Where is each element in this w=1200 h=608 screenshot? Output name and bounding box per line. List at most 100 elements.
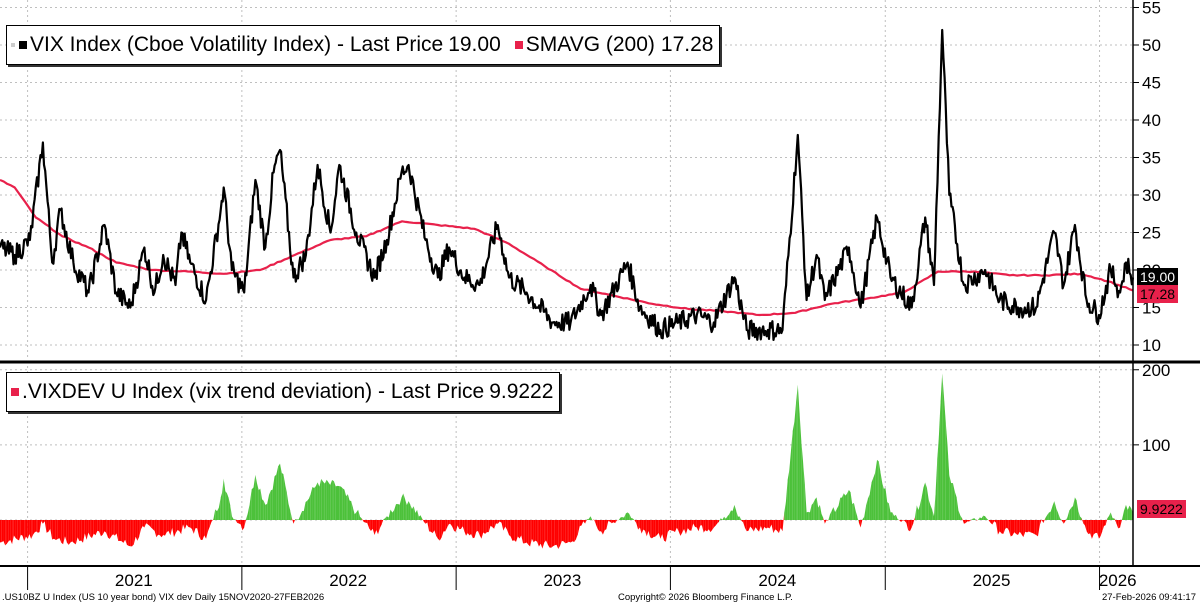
vixdev-area-positive-segment: [845, 493, 848, 520]
vixdev-area-negative-segment: [743, 519, 745, 528]
vixdev-area-positive-segment: [1048, 511, 1051, 520]
vixdev-area-negative-segment: [1007, 519, 1009, 531]
vixdev-area-positive-segment: [281, 472, 284, 520]
vixdev-area-negative-segment: [186, 519, 189, 528]
vixdev-area-positive-segment: [262, 499, 264, 520]
vixdev-area-positive-segment: [624, 513, 626, 520]
vixdev-area-positive-segment: [1123, 504, 1126, 520]
vixdev-area-negative-segment: [904, 519, 907, 524]
vixdev-area-negative-segment: [427, 519, 430, 532]
vixdev-area-positive-segment: [302, 510, 304, 520]
vixdev-area-negative-segment: [609, 519, 612, 524]
vixdev-area-negative-segment: [1021, 519, 1024, 538]
vixdev-area-negative-segment: [107, 519, 110, 539]
vixdev-area-positive-segment: [883, 488, 886, 520]
vixdev-area-positive-segment: [829, 510, 832, 520]
bottom-y-axis-ticks: 100 200: [1133, 361, 1170, 455]
vixdev-area-negative-segment: [494, 519, 496, 529]
vixdev-area-negative-segment: [79, 519, 82, 542]
vixdev-area-positive-segment: [415, 509, 418, 520]
vixdev-area-positive-segment: [960, 515, 963, 520]
vixdev-area-positive-segment: [833, 507, 836, 520]
vixdev-area-positive-segment: [342, 488, 345, 520]
vixdev-area-negative-segment: [242, 519, 245, 531]
vixdev-area-negative-segment: [501, 519, 504, 531]
vixdev-area-negative-segment: [906, 519, 909, 531]
vixdev-area-negative-segment: [636, 519, 639, 530]
vixdev-area-negative-segment: [519, 519, 522, 539]
vixdev-area-negative-segment: [495, 519, 498, 524]
vixdev-area-negative-segment: [680, 519, 683, 536]
vixdev-area-negative-segment: [34, 519, 37, 533]
vixdev-area-negative-segment: [114, 519, 117, 536]
footer-timestamp: 27-Feb-2026 09:41:17: [1101, 592, 1196, 603]
vixdev-area-negative-segment: [1023, 519, 1026, 538]
vixdev-area-negative-segment: [55, 519, 58, 540]
top-y-tick-label: 50: [1142, 36, 1161, 55]
vixdev-area-positive-segment: [925, 482, 927, 520]
vixdev-area-positive-segment: [718, 518, 721, 522]
vixdev-area-positive-segment: [852, 502, 854, 520]
vixdev-area-negative-segment: [581, 519, 584, 526]
vixdev-area-negative-segment: [601, 519, 603, 535]
vixdev-area-negative-segment: [130, 519, 133, 547]
vixdev-area-positive-segment: [918, 504, 921, 520]
vix-last-value-marker: 19.00: [1137, 267, 1179, 286]
vixdev-area-negative-segment: [54, 519, 56, 540]
vixdev-area-negative-segment: [1083, 519, 1085, 526]
vixdev-area-positive-segment: [1073, 497, 1075, 520]
vixdev-area-positive-segment: [255, 474, 258, 520]
vixdev-area-positive-segment: [213, 509, 216, 520]
vixdev-area-negative-segment: [717, 519, 719, 524]
vixdev-area-negative-segment: [561, 519, 564, 542]
vixdev-area-positive-segment: [1110, 512, 1113, 520]
vixdev-area-negative-segment: [1043, 518, 1046, 524]
vixdev-legend-value: 9.9222: [489, 380, 554, 403]
vixdev-area-positive-segment: [330, 479, 333, 520]
vixdev-area-negative-segment: [531, 519, 534, 543]
vixdev-area-negative-segment: [752, 519, 754, 532]
vixdev-area-negative-segment: [464, 519, 467, 536]
vixdev-area-positive-segment: [945, 422, 948, 520]
vixdev-area-negative-segment: [687, 519, 690, 531]
vixdev-area-negative-segment: [172, 519, 175, 538]
vixdev-area-positive-segment: [295, 519, 297, 520]
vixdev-area-negative-segment: [1005, 519, 1008, 529]
vixdev-area-negative-segment: [369, 519, 371, 532]
vixdev-area-positive-segment: [410, 504, 412, 520]
vixdev-area-negative-segment: [909, 519, 912, 532]
vixdev-area-negative-segment: [1027, 519, 1029, 533]
vixdev-area-positive-segment: [286, 492, 289, 520]
vixdev-area-negative-segment: [639, 519, 642, 534]
vixdev-area-negative-segment: [753, 519, 756, 532]
vixdev-area-negative-segment: [767, 519, 770, 529]
vixdev-area-positive-segment: [873, 472, 876, 520]
vixdev-area-positive-segment: [359, 516, 362, 520]
vixdev-area-negative-segment: [144, 519, 147, 528]
vixdev-area-positive-segment: [951, 483, 953, 520]
vixdev-area-negative-segment: [604, 519, 607, 531]
vixdev-area-positive-segment: [1107, 516, 1110, 520]
vixdev-area-positive-segment: [1065, 517, 1068, 521]
vixdev-legend-label: .VIXDEV U Index (vix trend deviation) - …: [22, 380, 485, 403]
vixdev-area-negative-segment: [583, 519, 586, 524]
vixdev-area-negative-segment: [1120, 519, 1123, 528]
vixdev-area-negative-segment: [146, 519, 148, 525]
vixdev-area-positive-segment: [406, 501, 409, 520]
vixdev-area-negative-segment: [1036, 519, 1038, 537]
vixdev-area-positive-segment: [835, 508, 837, 520]
vixdev-area-negative-segment: [505, 519, 508, 530]
vixdev-area-positive-segment: [799, 412, 802, 520]
vixdev-area-positive-segment: [794, 402, 797, 520]
vixdev-area-negative-segment: [552, 519, 555, 547]
vixdev-area-negative-segment: [183, 519, 185, 530]
vixdev-area-positive-segment: [296, 519, 299, 520]
vixdev-area-negative-segment: [166, 519, 169, 533]
vixdev-area-positive-segment: [1112, 518, 1115, 520]
vixdev-area-negative-segment: [514, 519, 517, 542]
vixdev-area-positive-segment: [808, 511, 810, 520]
vixdev-area-negative-segment: [775, 519, 778, 531]
vixdev-area-negative-segment: [517, 519, 520, 539]
vix-line-series: [0, 28, 1135, 341]
top-y-axis-ticks: 10152025303540455055: [1133, 0, 1161, 355]
